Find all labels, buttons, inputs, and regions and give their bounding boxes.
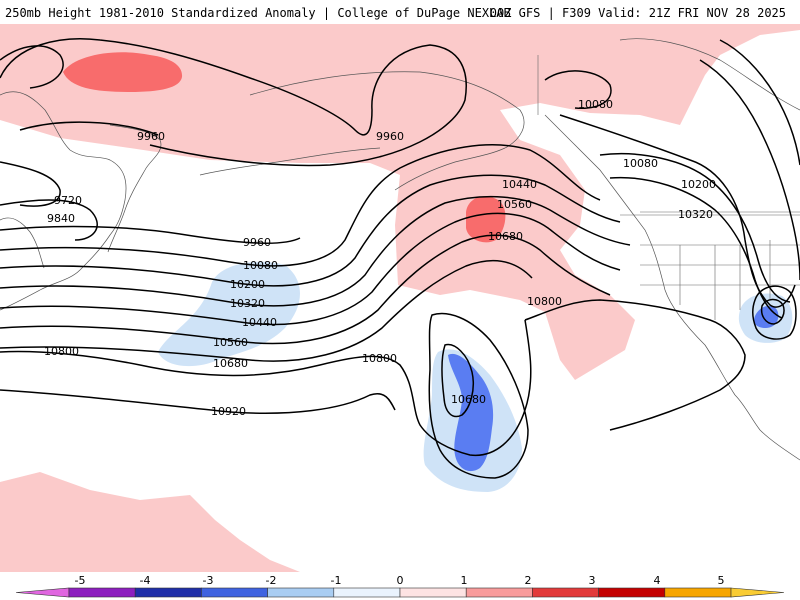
contour-label: 9960 <box>137 130 165 143</box>
coast-canada-north <box>619 38 800 111</box>
coast-aleutians <box>199 147 381 176</box>
legend-tick: -3 <box>203 574 214 587</box>
coast-pacific-northwest <box>544 114 736 396</box>
legend-swatch <box>532 587 599 598</box>
contour-label: 10320 <box>678 208 713 221</box>
contour-labels: 9960 9960 9720 9840 9960 10080 10200 103… <box>44 98 716 418</box>
contour-9960-sub <box>19 121 159 136</box>
legend-tick: -5 <box>75 574 86 587</box>
contour-trough-east-2 <box>699 59 800 281</box>
anomaly-region-sw <box>0 472 300 572</box>
coast-japan <box>0 217 45 269</box>
height-contours <box>0 38 800 479</box>
anomaly-map: 9960 9960 9720 9840 9960 10080 10200 103… <box>0 24 800 572</box>
contour-10440 <box>0 212 621 326</box>
contour-closed-low-inner <box>760 298 785 325</box>
legend-swatch <box>201 587 268 598</box>
legend-swatch <box>598 587 666 598</box>
contour-label: 9840 <box>47 212 75 225</box>
contour-10080 <box>0 144 601 267</box>
legend-tick: 5 <box>718 574 725 587</box>
anomaly-core-subtropics <box>448 353 494 472</box>
contour-label: 10560 <box>497 198 532 211</box>
legend-swatch <box>730 587 785 598</box>
legend-swatch <box>15 587 70 598</box>
legend-ticks: -5 -4 -3 -2 -1 0 1 2 3 4 5 <box>75 574 725 587</box>
legend-tick: 1 <box>461 574 468 587</box>
contour-label: 9960 <box>243 236 271 249</box>
color-scale-legend: -5 -4 -3 -2 -1 0 1 2 3 4 5 <box>15 574 785 598</box>
positive-anomaly-medium <box>63 52 506 243</box>
contour-10320-east <box>609 176 783 319</box>
contour-label: 9720 <box>54 194 82 207</box>
contour-10560 <box>0 234 611 345</box>
contour-10800-central <box>428 312 529 479</box>
legend-bar <box>15 587 785 598</box>
contour-9720 <box>0 161 61 207</box>
contour-label: 10080 <box>243 259 278 272</box>
contour-9960-north <box>0 38 467 167</box>
contour-10080-trough <box>559 114 796 308</box>
contour-10680 <box>0 259 533 362</box>
negative-anomaly-light <box>158 261 793 492</box>
contour-label: 10080 <box>623 157 658 170</box>
contour-10080-east <box>544 70 612 109</box>
contour-9840 <box>0 199 98 241</box>
anomaly-core-gulf <box>466 196 506 243</box>
contour-label: 10560 <box>213 336 248 349</box>
contour-label: 10680 <box>488 230 523 243</box>
contour-10800-ridge <box>524 299 746 431</box>
contour-label: 10440 <box>242 316 277 329</box>
contour-10200 <box>0 174 621 287</box>
legend-swatch <box>68 587 136 598</box>
contour-10680-central <box>441 343 474 418</box>
legend-tick: 4 <box>654 574 661 587</box>
legend-swatch <box>465 587 533 598</box>
legend-tick: -1 <box>331 574 342 587</box>
legend-swatch <box>134 587 202 598</box>
contour-10200-east <box>599 152 791 303</box>
contour-label: 9960 <box>376 130 404 143</box>
legend-tick: 0 <box>397 574 404 587</box>
contour-trough-east <box>719 39 800 166</box>
contour-10320 <box>0 195 631 307</box>
contour-label: 10200 <box>681 178 716 191</box>
legend-swatch <box>267 587 335 598</box>
contour-10920 <box>0 389 396 414</box>
political-boundaries <box>537 55 800 320</box>
contour-label: 10920 <box>211 405 246 418</box>
legend-swatch <box>399 587 467 598</box>
legend-tick: -2 <box>266 574 277 587</box>
contour-label: 10680 <box>451 393 486 406</box>
coast-kamchatka <box>107 124 162 253</box>
anomaly-region-central-pacific <box>158 261 300 367</box>
contour-10800 <box>0 319 532 457</box>
contour-label: 10800 <box>527 295 562 308</box>
contour-label: 10200 <box>230 278 265 291</box>
contour-label: 10320 <box>230 297 265 310</box>
contour-label: 10800 <box>44 345 79 358</box>
anomaly-core-siberia <box>63 52 183 92</box>
product-title: 250mb Height 1981-2010 Standardized Anom… <box>5 6 511 20</box>
legend-tick: 3 <box>589 574 596 587</box>
contour-label: 10080 <box>578 98 613 111</box>
contour-closed-low <box>752 285 797 340</box>
legend-tick: 2 <box>525 574 532 587</box>
contour-9960-west <box>0 225 301 244</box>
header-bar: 250mb Height 1981-2010 Standardized Anom… <box>0 0 800 24</box>
legend-tick: -4 <box>140 574 151 587</box>
legend-swatch <box>664 587 732 598</box>
run-valid-time: 00Z GFS | F309 Valid: 21Z FRI NOV 28 202… <box>489 6 786 20</box>
state-lines <box>620 214 800 320</box>
contour-label: 10440 <box>502 178 537 191</box>
contour-label: 10680 <box>213 357 248 370</box>
coast-alaska <box>249 71 525 191</box>
legend-swatch <box>333 587 401 598</box>
coast-baja-mexico <box>734 394 800 461</box>
contour-label: 10800 <box>362 352 397 365</box>
contour-nw-pacific-loop <box>0 45 64 89</box>
